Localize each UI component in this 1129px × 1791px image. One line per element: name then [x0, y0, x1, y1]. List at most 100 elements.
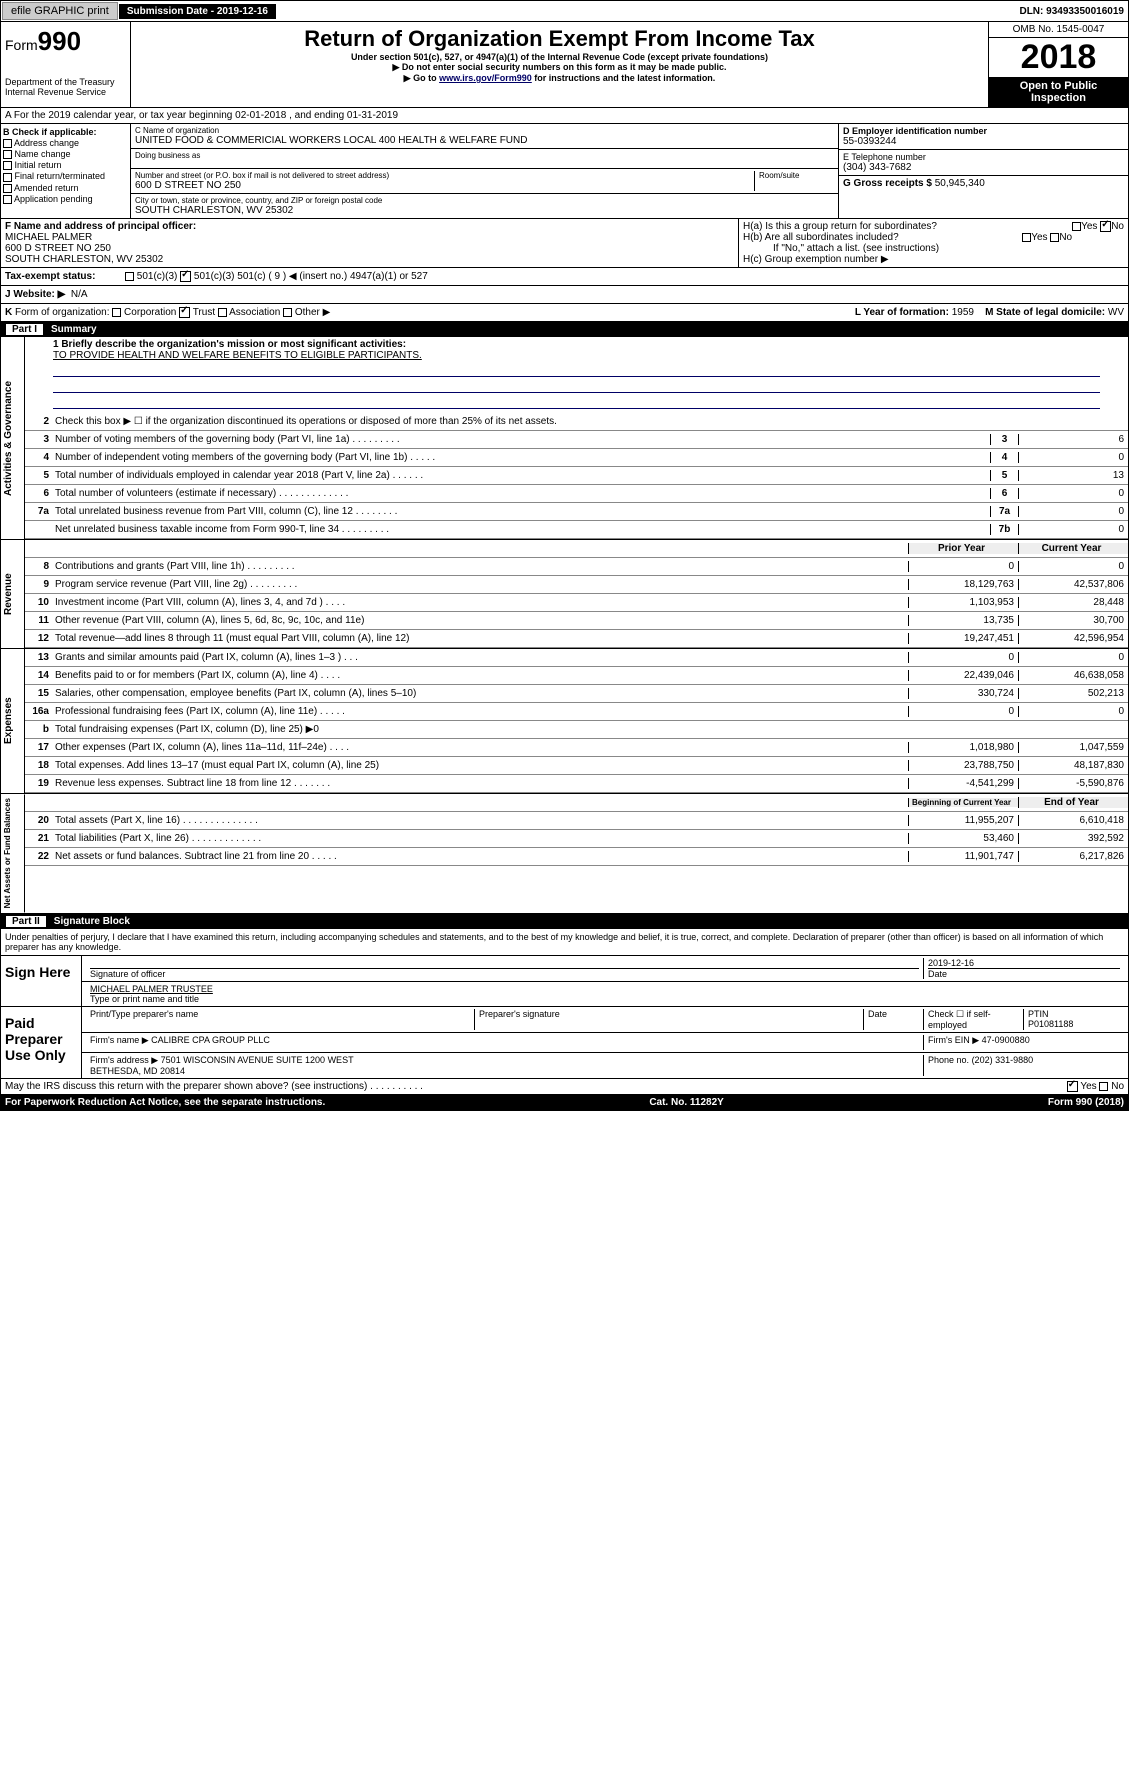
col-c: C Name of organizationUNITED FOOD & COMM…: [131, 124, 838, 218]
org-name-label: C Name of organization: [135, 126, 834, 135]
vlabel-rev: Revenue: [1, 540, 25, 648]
summary-line: 18Total expenses. Add lines 13–17 (must …: [25, 757, 1128, 775]
tax-label: Tax-exempt status:: [5, 271, 125, 282]
efile-button[interactable]: efile GRAPHIC print: [2, 2, 118, 20]
officer-addr1: 600 D STREET NO 250: [5, 243, 734, 254]
summary-line: 14Benefits paid to or for members (Part …: [25, 667, 1128, 685]
chk-address[interactable]: Address change: [3, 138, 128, 148]
perjury-text: Under penalties of perjury, I declare th…: [0, 929, 1129, 956]
summary-line: 6Total number of volunteers (estimate if…: [25, 485, 1128, 503]
foot-right: Form 990 (2018): [1048, 1097, 1124, 1108]
mission-label: 1 Briefly describe the organization's mi…: [53, 339, 406, 350]
firm-addr-label: Firm's address ▶: [90, 1055, 158, 1065]
summary-line: Net unrelated business taxable income fr…: [25, 521, 1128, 539]
officer-addr2: SOUTH CHARLESTON, WV 25302: [5, 254, 734, 265]
tax-status-row: Tax-exempt status: 501(c)(3) 501(c)(3) 5…: [0, 268, 1129, 286]
hb-label: H(b) Are all subordinates included?: [743, 232, 899, 243]
summary-line: 5Total number of individuals employed in…: [25, 467, 1128, 485]
firm-phone-label: Phone no.: [928, 1055, 969, 1065]
prep-selfemp: Check ☐ if self-employed: [924, 1009, 1024, 1030]
part2-header: Part II Signature Block: [0, 914, 1129, 929]
ptin-label: PTIN: [1028, 1009, 1120, 1019]
summary-line: 8Contributions and grants (Part VIII, li…: [25, 558, 1128, 576]
summary-line: 13Grants and similar amounts paid (Part …: [25, 649, 1128, 667]
summary-revenue: Revenue Prior YearCurrent Year 8Contribu…: [0, 540, 1129, 649]
subtitle-2: ▶ Do not enter social security numbers o…: [135, 62, 984, 73]
room-label: Room/suite: [754, 171, 834, 191]
sign-label: Sign Here: [1, 956, 81, 1006]
foot-left: For Paperwork Reduction Act Notice, see …: [5, 1097, 325, 1108]
form-title: Return of Organization Exempt From Incom…: [135, 26, 984, 52]
prep-name-label: Print/Type preparer's name: [86, 1009, 475, 1030]
instructions-link[interactable]: www.irs.gov/Form990: [439, 73, 532, 83]
summary-expenses: Expenses 13Grants and similar amounts pa…: [0, 649, 1129, 794]
chk-amended[interactable]: Amended return: [3, 183, 128, 193]
k-right: L Year of formation: 1959 M State of leg…: [855, 307, 1124, 318]
vlabel-gov: Activities & Governance: [1, 337, 25, 539]
firm-ein: 47-0900880: [982, 1035, 1030, 1045]
footer: For Paperwork Reduction Act Notice, see …: [0, 1095, 1129, 1111]
k-row: K Form of organization: Corporation Trus…: [0, 304, 1129, 322]
summary-governance: Activities & Governance 1 Briefly descri…: [0, 337, 1129, 540]
summary-net: Net Assets or Fund Balances Beginning of…: [0, 794, 1129, 913]
discuss-yesno: Yes No: [1067, 1081, 1124, 1092]
subtitle-3: ▶ Go to www.irs.gov/Form990 for instruct…: [135, 73, 984, 84]
summary-line: 17Other expenses (Part IX, column (A), l…: [25, 739, 1128, 757]
sign-here-block: Sign Here Signature of officer 2019-12-16…: [0, 956, 1129, 1007]
sig-date-label: Date: [928, 968, 1120, 979]
summary-line: 10Investment income (Part VIII, column (…: [25, 594, 1128, 612]
summary-line: 7aTotal unrelated business revenue from …: [25, 503, 1128, 521]
sig-name-label: Type or print name and title: [90, 994, 1120, 1004]
mission-text: TO PROVIDE HEALTH AND WELFARE BENEFITS T…: [53, 350, 1100, 361]
tax-opts: 501(c)(3) 501(c)(3) 501(c) ( 9 ) ◀ (inse…: [125, 271, 428, 282]
summary-line: 2Check this box ▶ ☐ if the organization …: [25, 413, 1128, 431]
firm-phone: (202) 331-9880: [972, 1055, 1034, 1065]
summary-line: 4Number of independent voting members of…: [25, 449, 1128, 467]
chk-initial[interactable]: Initial return: [3, 160, 128, 170]
summary-line: 19Revenue less expenses. Subtract line 1…: [25, 775, 1128, 793]
officer-name: MICHAEL PALMER: [5, 232, 734, 243]
summary-line: 9Program service revenue (Part VIII, lin…: [25, 576, 1128, 594]
net-header: Beginning of Current YearEnd of Year: [25, 794, 1128, 812]
summary-line: 16aProfessional fundraising fees (Part I…: [25, 703, 1128, 721]
paid-label: Paid Preparer Use Only: [1, 1007, 81, 1078]
block-bc: B Check if applicable: Address change Na…: [0, 124, 1129, 219]
website-row: J Website: ▶ N/A: [0, 286, 1129, 304]
rev-header: Prior YearCurrent Year: [25, 540, 1128, 558]
ptin: P01081188: [1028, 1019, 1120, 1029]
vlabel-net: Net Assets or Fund Balances: [1, 794, 25, 912]
summary-line: 12Total revenue—add lines 8 through 11 (…: [25, 630, 1128, 648]
sig-name: MICHAEL PALMER TRUSTEE: [90, 984, 1120, 994]
submission-date: Submission Date - 2019-12-16: [119, 4, 276, 19]
addr-label: Number and street (or P.O. box if mail i…: [135, 171, 754, 180]
col-b: B Check if applicable: Address change Na…: [1, 124, 131, 218]
firm-name: CALIBRE CPA GROUP PLLC: [151, 1035, 270, 1045]
city-state-zip: SOUTH CHARLESTON, WV 25302: [135, 205, 834, 216]
sig-date: 2019-12-16: [928, 958, 1120, 968]
part1-header: Part I Summary: [0, 322, 1129, 337]
col-h: H(a) Is this a group return for subordin…: [738, 219, 1128, 267]
open-public: Open to Public Inspection: [989, 77, 1128, 107]
ein: 55-0393244: [843, 136, 1124, 147]
phone: (304) 343-7682: [843, 162, 1124, 173]
part2-num: Part II: [6, 916, 46, 927]
chk-pending[interactable]: Application pending: [3, 194, 128, 204]
form-number: Form990: [5, 26, 126, 57]
website-value: N/A: [71, 289, 88, 300]
officer-label: F Name and address of principal officer:: [5, 221, 734, 232]
foot-mid: Cat. No. 11282Y: [649, 1097, 723, 1108]
org-name: UNITED FOOD & COMMERICIAL WORKERS LOCAL …: [135, 135, 834, 146]
prep-date-label: Date: [864, 1009, 924, 1030]
firm-label: Firm's name ▶: [90, 1035, 149, 1045]
summary-line: 20Total assets (Part X, line 16) . . . .…: [25, 812, 1128, 830]
vlabel-exp: Expenses: [1, 649, 25, 793]
summary-line: bTotal fundraising expenses (Part IX, co…: [25, 721, 1128, 739]
chk-name[interactable]: Name change: [3, 149, 128, 159]
gross-receipts: 50,945,340: [935, 178, 985, 189]
omb-number: OMB No. 1545-0047: [989, 22, 1128, 38]
ein-label: D Employer identification number: [843, 126, 1124, 136]
chk-final[interactable]: Final return/terminated: [3, 171, 128, 181]
dba-label: Doing business as: [135, 151, 834, 160]
part1-title: Summary: [51, 324, 97, 335]
sig-officer-label: Signature of officer: [90, 968, 919, 979]
